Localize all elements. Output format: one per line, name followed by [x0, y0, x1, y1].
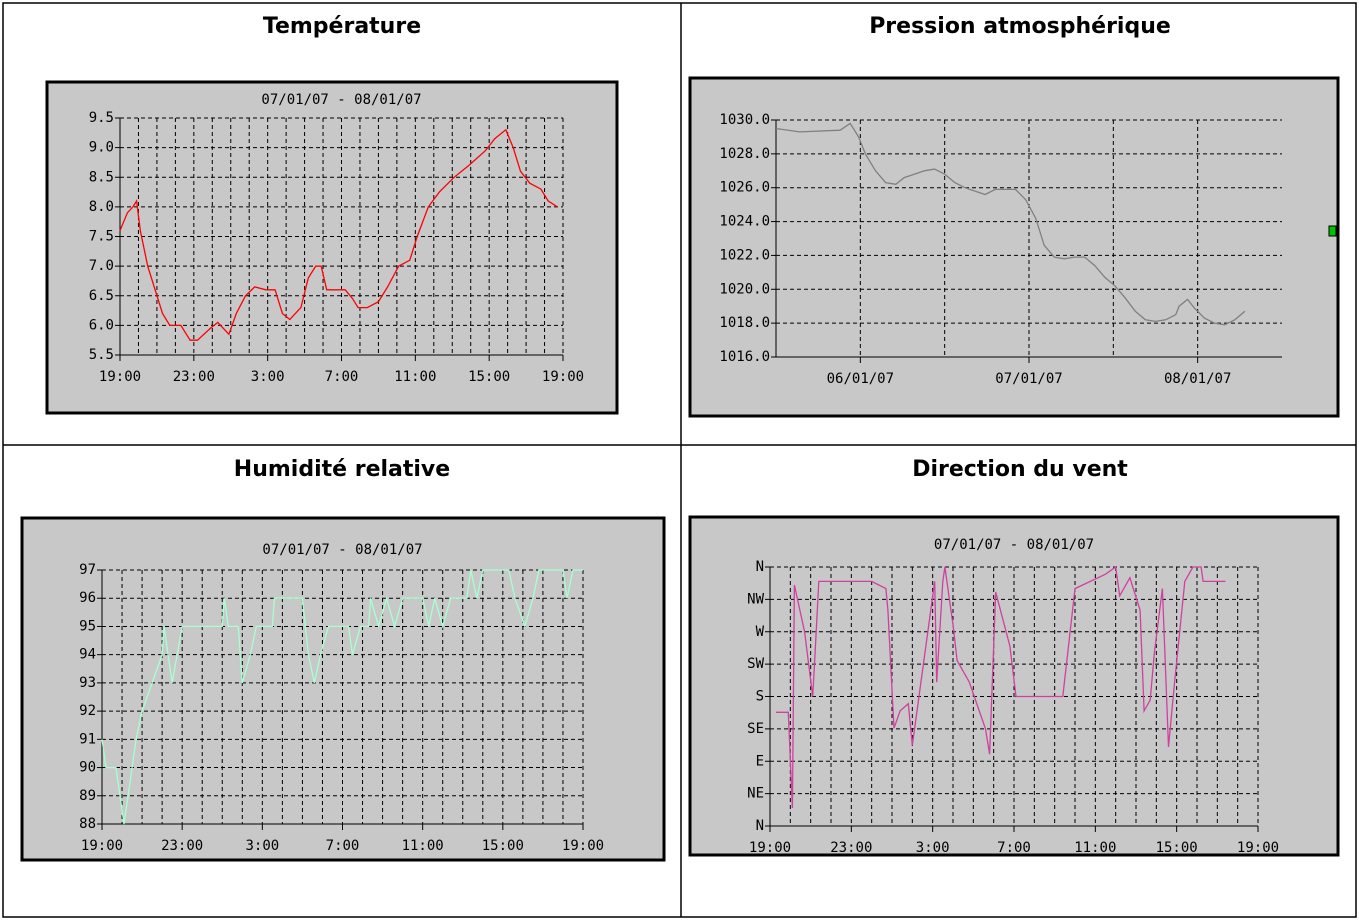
y-tick-label: 92 — [79, 703, 96, 719]
y-tick-label: 1028.0 — [719, 146, 770, 162]
x-tick-label: 3:00 — [916, 840, 950, 856]
y-tick-label: 9.0 — [89, 140, 114, 156]
x-tick-label: 08/01/07 — [1164, 371, 1231, 387]
x-tick-label: 23:00 — [173, 369, 215, 385]
chart-subtitle: 07/01/07 - 08/01/07 — [261, 92, 421, 108]
y-tick-label: SW — [747, 656, 764, 672]
x-tick-label: 15:00 — [1156, 840, 1198, 856]
data-line — [775, 122, 1246, 326]
cell-title: Température — [262, 14, 422, 39]
cell-title: Pression atmosphérique — [869, 14, 1171, 39]
x-tick-label: 15:00 — [468, 369, 510, 385]
y-tick-label: W — [756, 624, 765, 640]
x-tick-label: 19:00 — [81, 838, 123, 854]
y-tick-label: 94 — [79, 647, 96, 663]
x-tick-label: 7:00 — [325, 369, 359, 385]
scroll-marker — [1328, 225, 1337, 237]
x-tick-label: 11:00 — [1074, 840, 1116, 856]
x-tick-label: 3:00 — [245, 838, 279, 854]
x-tick-label: 19:00 — [542, 369, 584, 385]
y-tick-label: 90 — [79, 760, 96, 776]
y-tick-label: 8.0 — [89, 199, 114, 215]
x-tick-label: 19:00 — [562, 838, 604, 854]
y-tick-label: 91 — [79, 731, 96, 747]
x-tick-label: 7:00 — [326, 838, 360, 854]
chart-subtitle: 07/01/07 - 08/01/07 — [934, 537, 1094, 553]
x-tick-label: 07/01/07 — [995, 371, 1062, 387]
y-tick-label: 1016.0 — [719, 349, 770, 365]
y-tick-label: 8.5 — [89, 169, 114, 185]
y-tick-label: 1022.0 — [719, 247, 770, 263]
y-tick-label: 93 — [79, 675, 96, 691]
x-tick-label: 19:00 — [749, 840, 791, 856]
x-tick-label: 23:00 — [830, 840, 872, 856]
x-tick-label: 15:00 — [482, 838, 524, 854]
y-tick-label: N — [756, 559, 764, 575]
y-tick-label: 97 — [79, 562, 96, 578]
y-tick-label: N — [756, 818, 764, 834]
data-line — [101, 569, 583, 825]
y-tick-label: 96 — [79, 590, 96, 606]
x-tick-label: 7:00 — [997, 840, 1031, 856]
y-tick-label: 1020.0 — [719, 281, 770, 297]
x-tick-label: 06/01/07 — [827, 371, 894, 387]
y-tick-label: 7.5 — [89, 229, 114, 245]
x-tick-label: 23:00 — [161, 838, 203, 854]
y-tick-label: SE — [747, 721, 764, 737]
x-tick-label: 19:00 — [99, 369, 141, 385]
y-tick-label: 88 — [79, 816, 96, 832]
data-line — [119, 128, 558, 341]
y-tick-label: 1030.0 — [719, 112, 770, 128]
cell-title: Humidité relative — [233, 457, 451, 482]
y-tick-label: 95 — [79, 618, 96, 634]
y-tick-label: 7.0 — [89, 258, 114, 274]
cell-title: Direction du vent — [912, 457, 1128, 482]
y-tick-label: NW — [747, 591, 764, 607]
y-tick-label: 89 — [79, 788, 96, 804]
y-tick-label: 6.5 — [89, 288, 114, 304]
y-tick-label: 1026.0 — [719, 180, 770, 196]
x-tick-label: 11:00 — [402, 838, 444, 854]
data-line — [776, 565, 1226, 809]
x-tick-label: 3:00 — [251, 369, 285, 385]
y-tick-label: 1018.0 — [719, 315, 770, 331]
y-tick-label: 5.5 — [89, 347, 114, 363]
chart-panel — [688, 76, 1340, 418]
y-tick-label: 9.5 — [89, 110, 114, 126]
y-tick-label: 1024.0 — [719, 214, 770, 230]
chart-panel — [45, 80, 619, 415]
y-tick-label: S — [756, 689, 764, 705]
y-tick-label: NE — [747, 786, 764, 802]
y-tick-label: 6.0 — [89, 317, 114, 333]
x-tick-label: 19:00 — [1237, 840, 1279, 856]
x-tick-label: 11:00 — [394, 369, 436, 385]
y-tick-label: E — [756, 753, 764, 769]
chart-subtitle: 07/01/07 - 08/01/07 — [262, 542, 422, 558]
